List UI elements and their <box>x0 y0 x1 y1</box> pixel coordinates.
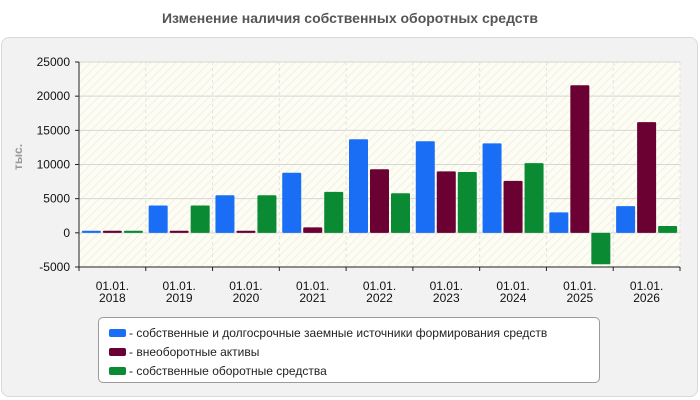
x-tick-label: 2025 <box>566 291 593 305</box>
bar <box>436 171 456 233</box>
legend-label: - внеоборотные активы <box>129 344 260 359</box>
x-tick-label: 01.01. <box>162 279 195 293</box>
legend-label: - собственные и долгосрочные заемные ист… <box>129 325 548 340</box>
bar <box>658 226 678 233</box>
y-tick-label: -5000 <box>39 260 70 274</box>
bar <box>637 122 657 233</box>
x-tick-label: 01.01. <box>430 279 463 293</box>
bar <box>482 143 502 233</box>
y-tick-label: 20000 <box>37 89 71 103</box>
chart-title: Изменение наличия собственных оборотных … <box>161 10 539 26</box>
x-tick-label: 2026 <box>633 291 660 305</box>
y-tick-label: 5000 <box>43 192 70 206</box>
bars <box>81 85 678 265</box>
bar <box>81 230 101 233</box>
bar <box>102 230 122 233</box>
x-tick-label: 2023 <box>433 291 460 305</box>
x-tick-label: 01.01. <box>363 279 396 293</box>
legend: - собственные и долгосрочные заемные ист… <box>98 317 600 383</box>
legend-swatch <box>109 366 126 375</box>
x-tick-label: 2021 <box>299 291 326 305</box>
x-tick-label: 2019 <box>166 291 193 305</box>
x-tick-label: 2022 <box>366 291 393 305</box>
x-tick-label: 2020 <box>233 291 260 305</box>
bar <box>123 230 143 233</box>
bar <box>349 139 368 233</box>
x-tick-labels: 01.01.201801.01.201901.01.202001.01.2021… <box>96 279 664 305</box>
legend-item: - собственные оборотные средства <box>109 361 599 380</box>
axes <box>75 61 681 271</box>
bar <box>324 191 344 233</box>
legend-item: - собственные и долгосрочные заемные ист… <box>109 323 599 342</box>
x-tick-label: 01.01. <box>96 279 129 293</box>
bar <box>503 180 523 233</box>
bar <box>370 169 389 233</box>
bar <box>391 193 410 233</box>
bar <box>303 227 323 233</box>
bar <box>524 163 544 233</box>
legend-item: - внеоборотные активы <box>109 342 599 361</box>
y-axis-label: тыс. <box>11 144 25 170</box>
x-tick-label: 01.01. <box>496 279 529 293</box>
y-tick-labels: -5000 0 5000 10000 15000 20000 25000 <box>37 55 71 274</box>
legend-swatch <box>109 328 126 337</box>
x-tick-label: 01.01. <box>229 279 262 293</box>
x-tick-label: 2018 <box>99 291 126 305</box>
bar <box>148 205 168 233</box>
bar <box>591 232 611 265</box>
bar <box>549 212 569 233</box>
legend-swatch <box>109 347 126 356</box>
x-tick-label: 2024 <box>500 291 527 305</box>
x-tick-label: 01.01. <box>296 279 329 293</box>
x-tick-label: 01.01. <box>563 279 596 293</box>
bar <box>616 206 636 233</box>
y-tick-label: 15000 <box>37 123 71 137</box>
y-tick-label: 10000 <box>37 158 71 172</box>
bar <box>257 195 277 233</box>
bar <box>457 172 477 233</box>
legend-label: - собственные оборотные средства <box>129 363 327 378</box>
bar <box>415 141 435 233</box>
y-tick-label: 0 <box>63 226 70 240</box>
bar <box>215 195 235 233</box>
bar <box>282 172 302 233</box>
bar <box>169 230 189 233</box>
bar <box>190 205 210 233</box>
bar <box>236 230 256 233</box>
y-tick-label: 25000 <box>37 55 71 69</box>
x-tick-label: 01.01. <box>630 279 663 293</box>
bar <box>570 85 590 233</box>
